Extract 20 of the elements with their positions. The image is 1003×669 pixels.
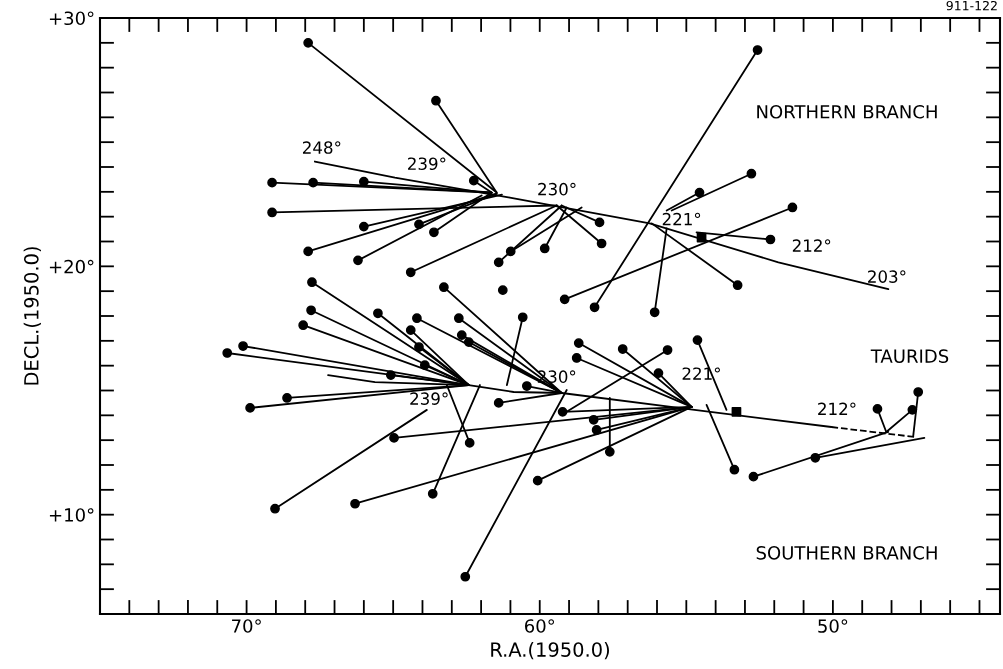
y-tick-label: +10° bbox=[49, 508, 94, 522]
annotation: 248° bbox=[302, 141, 341, 154]
annotation: 239° bbox=[410, 392, 448, 405]
annotation: 212° bbox=[792, 239, 831, 252]
y-tick-label: +30° bbox=[49, 11, 94, 26]
x-tick-label: 50° bbox=[818, 619, 848, 633]
annotation: NORTHERN BRANCH bbox=[757, 104, 937, 119]
x-axis-title: R.A.(1950.0) bbox=[491, 641, 609, 660]
annotation: 212° bbox=[818, 402, 856, 415]
y-tick-label: +20° bbox=[49, 259, 94, 274]
annotation: 239° bbox=[408, 157, 446, 171]
annotation: TAURIDS bbox=[870, 349, 949, 363]
x-tick-label: 60° bbox=[525, 619, 555, 633]
x-tick-label: 70° bbox=[232, 619, 261, 633]
annotation: 203° bbox=[868, 270, 906, 283]
text: 911-122 bbox=[946, 0, 997, 11]
annotation: SOUTHERN BRANCH bbox=[756, 545, 937, 560]
annotation: 230° bbox=[538, 182, 576, 196]
annotation: 221° bbox=[662, 212, 701, 226]
y-axis-title: DECL.(1950.0) bbox=[23, 247, 41, 385]
